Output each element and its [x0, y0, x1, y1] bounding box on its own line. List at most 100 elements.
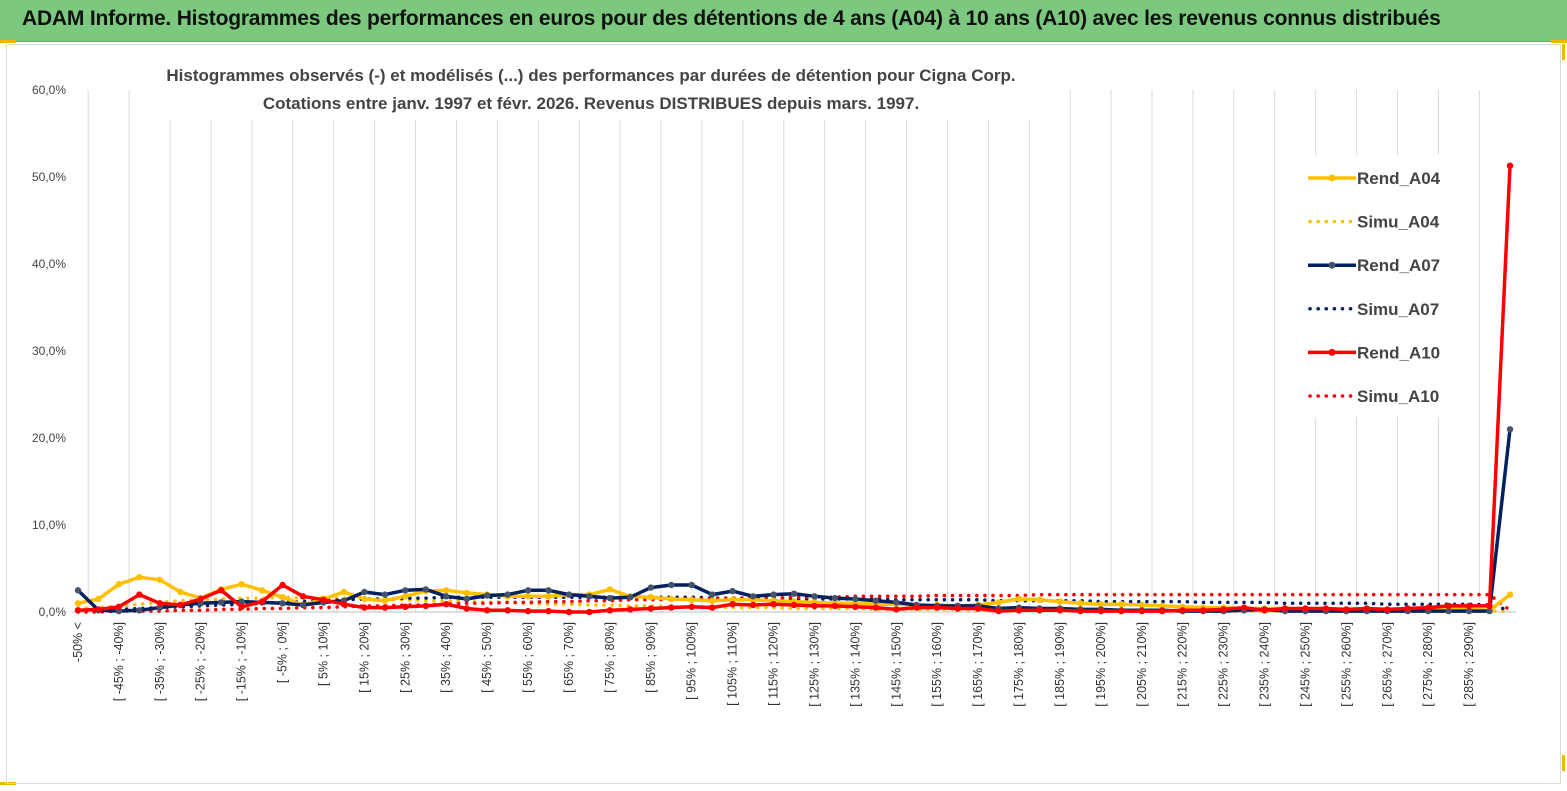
y-tick-label: 50,0%	[32, 170, 66, 184]
data-point	[647, 584, 654, 591]
data-point	[729, 587, 736, 595]
data-point	[279, 581, 286, 589]
data-point	[565, 608, 573, 616]
x-axis-ticks: -50% < [ -45% ; -40%] [ -35% ; -30%] [ -25%…	[71, 622, 1476, 707]
data-point	[504, 607, 511, 614]
data-point	[1343, 606, 1350, 613]
data-point	[688, 603, 695, 610]
data-point	[197, 595, 204, 603]
data-point	[524, 587, 532, 594]
data-point	[238, 598, 245, 605]
y-tick-label: 30,0%	[32, 344, 66, 358]
x-tick-label: [ 275% ; 280%]	[1421, 622, 1435, 707]
data-point	[934, 604, 941, 611]
data-point	[320, 596, 327, 603]
x-tick-label: [ 285% ; 290%]	[1462, 622, 1476, 707]
data-point	[974, 605, 982, 612]
data-point	[463, 595, 470, 603]
x-tick-label: [ -25% ; -20%]	[194, 622, 208, 701]
data-point	[402, 603, 409, 610]
data-point	[156, 576, 163, 583]
data-point	[545, 587, 552, 594]
data-point	[688, 581, 695, 589]
legend-label: Simu_A07	[1357, 300, 1439, 319]
data-point	[1506, 162, 1514, 169]
data-point	[218, 587, 225, 594]
legend-label: Simu_A10	[1357, 387, 1439, 406]
data-point	[1056, 607, 1064, 614]
x-tick-label: [ 215% ; 220%]	[1176, 622, 1190, 707]
x-tick-label: [ 135% ; 140%]	[848, 622, 862, 707]
data-point	[1384, 606, 1391, 613]
y-tick-label: 20,0%	[32, 431, 66, 445]
data-point	[647, 605, 654, 612]
data-point	[913, 604, 920, 611]
data-point	[1118, 607, 1125, 615]
data-point	[668, 595, 675, 603]
gridlines	[72, 90, 1516, 613]
x-tick-label: [ 85% ; 90%]	[644, 622, 658, 693]
data-point	[1077, 600, 1084, 607]
data-point	[1097, 607, 1105, 615]
data-point	[627, 594, 634, 601]
x-tick-label: [ 45% ; 50%]	[480, 622, 494, 693]
data-point	[422, 602, 429, 610]
data-point	[279, 594, 286, 601]
x-tick-label: [ -5% ; 0%]	[276, 622, 290, 683]
data-point	[443, 601, 450, 608]
corner-accent-tr	[1551, 40, 1567, 43]
legend-marker	[1328, 174, 1336, 182]
data-point	[1097, 601, 1105, 608]
legend-box	[1300, 155, 1460, 417]
legend-label: Simu_A04	[1357, 213, 1440, 232]
data-point	[238, 603, 245, 610]
data-point	[95, 606, 102, 613]
data-point	[1445, 602, 1452, 610]
y-axis-ticks: 0,0% 10,0% 20,0% 30,0% 40,0% 50,0% 60,0%	[32, 83, 66, 619]
data-point	[1445, 607, 1452, 615]
legend-marker	[1328, 261, 1336, 269]
x-tick-label: [ 255% ; 260%]	[1339, 622, 1353, 707]
data-point	[402, 593, 409, 600]
data-point	[1159, 602, 1166, 610]
data-point	[381, 597, 389, 604]
data-point	[811, 602, 818, 610]
y-tick-label: 0,0%	[39, 605, 67, 619]
x-tick-label: [ -15% ; -10%]	[235, 622, 249, 701]
y-tick-label: 10,0%	[32, 518, 66, 532]
data-point	[115, 603, 123, 610]
data-point	[1036, 596, 1043, 603]
data-point	[872, 597, 879, 604]
x-tick-label: -50% <	[71, 622, 85, 662]
data-point	[893, 606, 900, 613]
data-point	[1138, 607, 1146, 615]
data-point	[1220, 606, 1227, 613]
data-point	[361, 604, 368, 611]
x-tick-label: [ 5% ; 10%]	[316, 622, 330, 686]
data-point	[790, 590, 798, 597]
x-tick-label: [ 265% ; 270%]	[1380, 622, 1394, 707]
data-point	[136, 574, 143, 581]
data-point	[74, 600, 82, 607]
data-point	[995, 607, 1002, 615]
data-point	[1199, 607, 1207, 614]
data-point	[381, 604, 389, 611]
x-tick-label: [ 115% ; 120%]	[767, 622, 781, 706]
data-point	[1240, 604, 1248, 611]
data-point	[852, 595, 859, 603]
data-point	[606, 607, 614, 614]
data-point	[545, 607, 552, 615]
x-tick-label: [ 125% ; 130%]	[807, 622, 821, 707]
legend-label: Rend_A07	[1357, 256, 1440, 275]
y-tick-label: 60,0%	[32, 83, 66, 97]
x-tick-label: [ 245% ; 250%]	[1298, 622, 1312, 707]
data-point	[1322, 605, 1330, 612]
data-point	[545, 593, 552, 600]
x-tick-label: [ 225% ; 230%]	[1217, 622, 1231, 707]
data-point	[790, 601, 798, 609]
data-point	[1363, 605, 1371, 612]
x-tick-label: [ 105% ; 110%]	[726, 622, 740, 706]
corner-accent-br	[1562, 755, 1565, 771]
report-banner: ADAM Informe. Histogrammes des performan…	[0, 0, 1567, 42]
data-point	[524, 607, 532, 615]
